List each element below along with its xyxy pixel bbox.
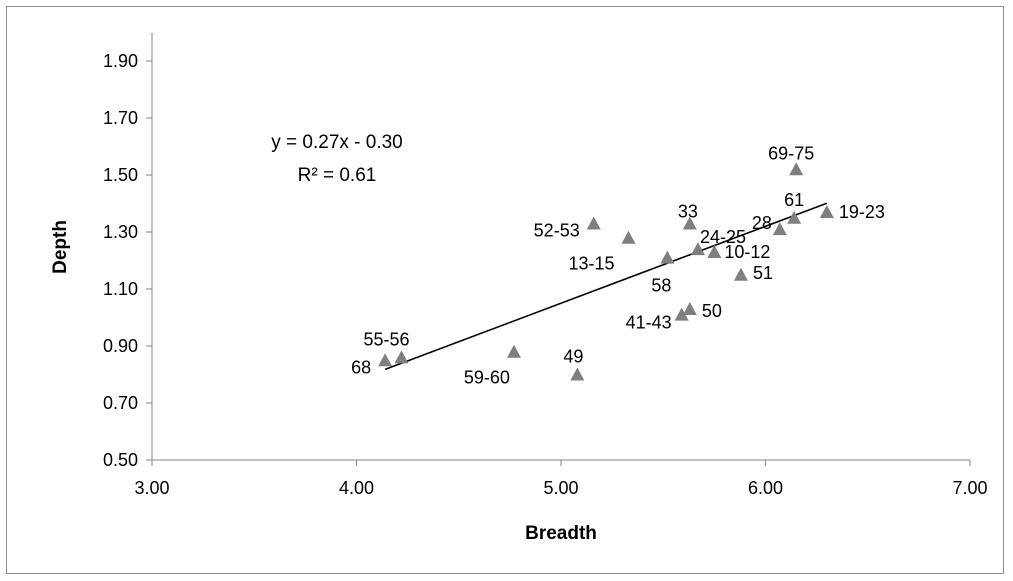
point-label-68: 68 <box>351 357 371 377</box>
data-point-55-56 <box>394 350 409 364</box>
data-points <box>378 162 834 381</box>
axes <box>151 33 970 461</box>
data-point-24-25 <box>691 242 706 256</box>
y-tick-label: 0.50 <box>103 450 138 470</box>
point-label-49: 49 <box>563 347 583 367</box>
data-point-68 <box>378 353 393 367</box>
x-tick-label: 4.00 <box>339 478 374 498</box>
data-point-49 <box>570 367 585 381</box>
data-point-58 <box>660 250 675 264</box>
data-point-10-12 <box>707 244 722 258</box>
point-label-59-60: 59-60 <box>464 368 510 388</box>
data-point-50 <box>682 301 697 315</box>
data-point-61 <box>787 210 802 224</box>
x-axis-ticks: 3.00 4.00 5.00 6.00 7.00 <box>134 460 988 498</box>
x-tick-label: 6.00 <box>748 478 783 498</box>
point-label-24-25: 24-25 <box>700 227 746 247</box>
data-point-13-15 <box>621 230 636 244</box>
point-label-13-15: 13-15 <box>568 254 614 274</box>
y-tick-label: 1.90 <box>103 51 138 71</box>
point-labels: 68 55-56 59-60 49 52-53 13-15 58 41-43 50 3324-25… <box>351 143 885 387</box>
data-point-41-43 <box>674 307 689 321</box>
data-point-33 <box>682 216 697 230</box>
trendline-r-squared: R² = 0.61 <box>298 165 377 186</box>
chart-frame <box>6 6 1004 574</box>
point-label-10-12: 10-12 <box>724 242 770 262</box>
y-tick-label: 1.10 <box>103 279 138 299</box>
x-tick-label: 7.00 <box>952 478 987 498</box>
point-label-52-53: 52-53 <box>534 220 580 240</box>
data-point-59-60 <box>506 344 521 358</box>
x-tick-label: 3.00 <box>134 478 169 498</box>
point-label-58: 58 <box>651 276 671 296</box>
point-label-61: 61 <box>784 190 804 210</box>
y-tick-label: 0.70 <box>103 393 138 413</box>
y-tick-label: 0.90 <box>103 336 138 356</box>
x-axis-title: Breadth <box>525 523 597 544</box>
y-axis-ticks: 0.50 0.70 0.90 1.10 1.30 1.50 1.70 1.90 <box>103 51 152 470</box>
y-axis-title: Depth <box>50 220 71 274</box>
data-point-52-53 <box>586 216 601 230</box>
point-label-51: 51 <box>753 263 773 283</box>
point-label-50: 50 <box>702 301 722 321</box>
point-label-69-75: 69-75 <box>768 143 814 163</box>
point-label-28: 28 <box>752 213 772 233</box>
trendline <box>384 202 828 371</box>
data-point-19-23 <box>819 205 834 219</box>
data-point-28 <box>772 222 787 236</box>
y-tick-label: 1.50 <box>103 165 138 185</box>
data-point-69-75 <box>789 162 804 176</box>
data-point-51 <box>733 267 748 281</box>
trendline-equation: y = 0.27x - 0.30 <box>271 132 403 153</box>
x-tick-label: 5.00 <box>543 478 578 498</box>
y-tick-label: 1.30 <box>103 222 138 242</box>
point-label-33: 33 <box>678 201 698 221</box>
point-label-19-23: 19-23 <box>839 202 885 222</box>
y-tick-label: 1.70 <box>103 108 138 128</box>
point-label-55-56: 55-56 <box>363 329 409 349</box>
point-label-41-43: 41-43 <box>626 313 672 333</box>
